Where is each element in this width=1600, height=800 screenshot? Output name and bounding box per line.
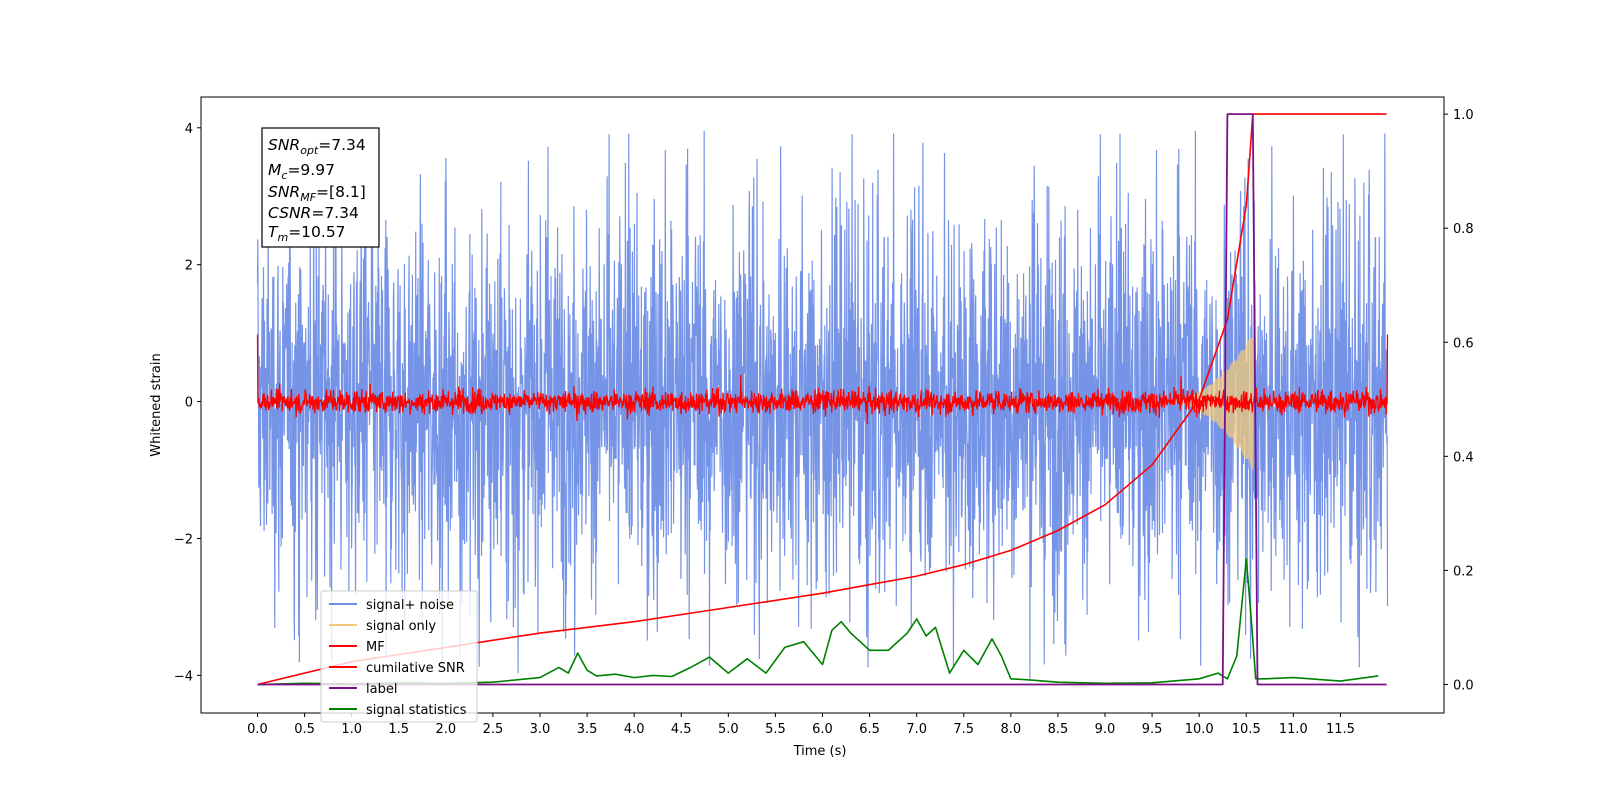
x-tick-label: 2.5	[483, 722, 504, 737]
x-tick-label: 10.5	[1232, 722, 1261, 737]
y-axis-left-ticks: −4 −2 0 2 4	[174, 122, 201, 684]
y-tick-label: 0	[185, 396, 193, 411]
y2-tick-label: 0.0	[1453, 678, 1474, 693]
x-tick-label: 4.0	[624, 722, 645, 737]
plot-series	[256, 113, 1389, 686]
x-tick-label: 6.0	[812, 722, 833, 737]
x-tick-label: 4.5	[671, 722, 692, 737]
legend-label-mf: MF	[366, 640, 385, 655]
x-tick-label: 7.0	[906, 722, 927, 737]
y2-tick-label: 0.4	[1453, 450, 1474, 465]
y-axis-label: Whitened strain	[149, 353, 164, 456]
x-tick-label: 11.0	[1279, 722, 1308, 737]
x-tick-label: 3.5	[577, 722, 598, 737]
y-tick-label: −2	[174, 532, 193, 547]
annotation-csnr: CSNR=7.34	[268, 204, 359, 222]
x-tick-label: 5.5	[765, 722, 786, 737]
x-tick-label: 3.0	[530, 722, 551, 737]
x-tick-label: 2.0	[435, 722, 456, 737]
y-tick-label: −4	[174, 669, 193, 684]
y2-tick-label: 0.6	[1453, 336, 1474, 351]
y2-tick-label: 0.8	[1453, 222, 1474, 237]
y-axis-right-ticks: 0.0 0.2 0.4 0.6 0.8 1.0	[1444, 108, 1474, 693]
annotation-box: SNRopt=7.34 Mc=9.97 SNRMF=[8.1] CSNR=7.3…	[261, 127, 380, 248]
x-tick-label: 9.5	[1142, 722, 1163, 737]
x-axis-label: Time (s)	[793, 744, 847, 759]
legend-label-label: label	[366, 682, 397, 697]
series-label	[257, 113, 1387, 686]
annotation-snr-mf: SNRMF=[8.1]	[268, 183, 366, 204]
series-signal-statistics	[257, 558, 1379, 686]
legend-label-signal-noise: signal+ noise	[366, 598, 454, 613]
x-tick-label: 1.5	[388, 722, 409, 737]
x-tick-label: 7.5	[953, 722, 974, 737]
x-tick-label: 0.5	[294, 722, 315, 737]
y2-tick-label: 0.2	[1453, 564, 1474, 579]
x-tick-label: 1.0	[341, 722, 362, 737]
legend-label-signal-only: signal only	[366, 619, 436, 634]
annotation-mc: Mc=9.97	[268, 161, 335, 182]
annotation-tm: Tm=10.57	[268, 223, 346, 244]
series-cumulative-snr	[257, 113, 1387, 686]
x-tick-label: 0.0	[247, 722, 268, 737]
legend: signal+ noise signal only MF cumilative …	[320, 590, 478, 723]
x-tick-label: 8.5	[1048, 722, 1069, 737]
x-tick-label: 5.0	[718, 722, 739, 737]
x-tick-label: 11.5	[1326, 722, 1355, 737]
series-mf	[256, 334, 1389, 425]
legend-label-signal-statistics: signal statistics	[366, 703, 467, 718]
x-tick-label: 8.0	[1000, 722, 1021, 737]
annotation-snr-opt: SNRopt=7.34	[268, 136, 366, 157]
x-tick-label: 10.0	[1185, 722, 1214, 737]
x-tick-label: 6.5	[859, 722, 880, 737]
legend-label-cumulative-snr: cumilative SNR	[366, 661, 465, 676]
x-tick-label: 9.0	[1095, 722, 1116, 737]
y2-tick-label: 1.0	[1453, 108, 1474, 123]
x-axis-ticks: 0.0 0.5 1.0 1.5 2.0 2.5 3.0 3.5 4.0 4.5 5.0 5.5 6.0 6…	[247, 713, 1355, 737]
y-tick-label: 2	[185, 259, 193, 274]
y-tick-label: 4	[185, 122, 193, 137]
